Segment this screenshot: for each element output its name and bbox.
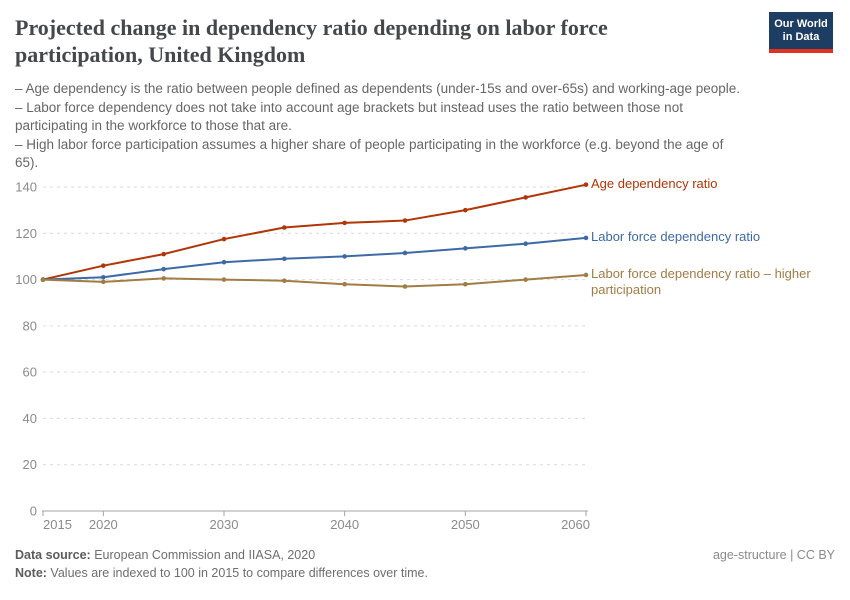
data-source-label: Data source:: [15, 548, 91, 562]
data-point[interactable]: [583, 272, 589, 278]
data-point[interactable]: [583, 235, 589, 241]
owid-logo-line1: Our World: [774, 18, 828, 30]
x-tick-label: 2050: [451, 517, 480, 532]
data-point[interactable]: [463, 246, 468, 251]
data-point[interactable]: [161, 251, 166, 257]
owid-logo-line2: in Data: [782, 31, 820, 43]
legend-label-series-1[interactable]: Labor force dependency ratio: [591, 228, 761, 244]
data-point[interactable]: [101, 279, 106, 285]
page-title: Projected change in dependency ratio dep…: [15, 15, 608, 67]
data-source-value: European Commission and IIASA, 2020: [90, 548, 316, 562]
y-tick-label: 120: [15, 226, 37, 241]
data-point[interactable]: [101, 274, 106, 280]
x-tick-label: 2060: [561, 517, 590, 532]
legend-label-series-0[interactable]: Age dependency ratio: [591, 175, 718, 191]
y-tick-label: 140: [15, 180, 37, 195]
attribution-link[interactable]: age-structure | CC BY: [712, 548, 835, 562]
y-tick-label: 100: [15, 272, 37, 287]
subtitle-line: – High labor force participation assumes…: [15, 136, 724, 152]
y-tick-label: 20: [23, 457, 37, 472]
data-point[interactable]: [101, 263, 106, 268]
owid-logo[interactable]: Our World in Data: [769, 12, 833, 53]
x-tick-label: 2020: [89, 517, 118, 532]
y-tick-label: 0: [30, 504, 37, 519]
chart-footer: Data source: European Commission and IIA…: [15, 546, 835, 582]
y-tick-label: 80: [23, 318, 37, 333]
data-point[interactable]: [583, 182, 589, 187]
data-point[interactable]: [523, 241, 528, 246]
data-point[interactable]: [221, 277, 227, 282]
data-point[interactable]: [523, 195, 528, 200]
chart-subtitle: – Age dependency is the ratio between pe…: [15, 80, 840, 173]
x-tick-label: 2040: [330, 517, 359, 532]
data-point[interactable]: [282, 278, 287, 284]
series-line-2: [42, 273, 587, 288]
data-point[interactable]: [402, 250, 408, 256]
subtitle-line: 65).: [15, 155, 39, 171]
data-point[interactable]: [402, 218, 408, 223]
subtitle-line: participating in the workforce to those …: [15, 118, 292, 134]
x-tick-label: 2015: [43, 517, 72, 532]
data-point[interactable]: [523, 277, 528, 282]
data-point[interactable]: [40, 277, 46, 282]
subtitle-line: – Age dependency is the ratio between pe…: [15, 81, 741, 96]
note-line: Note: Values are indexed to 100 in 2015 …: [15, 566, 428, 580]
legend-label-series-2[interactable]: Labor force dependency ratio – higher pa…: [591, 265, 811, 298]
data-source-line: Data source: European Commission and IIA…: [15, 546, 315, 564]
data-point[interactable]: [402, 284, 408, 289]
data-point[interactable]: [342, 281, 347, 287]
series-line-0: [42, 183, 587, 281]
data-point[interactable]: [221, 259, 227, 265]
data-point[interactable]: [282, 256, 287, 262]
note-value: Values are indexed to 100 in 2015 to com…: [46, 566, 428, 580]
data-point[interactable]: [221, 236, 227, 242]
data-point[interactable]: [463, 281, 468, 287]
data-point[interactable]: [282, 225, 287, 230]
data-point[interactable]: [161, 266, 166, 272]
data-point[interactable]: [463, 207, 468, 213]
x-tick-label: 2030: [210, 517, 239, 532]
data-point[interactable]: [342, 220, 347, 226]
data-point[interactable]: [161, 276, 166, 281]
subtitle-line: – Labor force dependency does not take i…: [15, 99, 683, 115]
y-tick-label: 60: [23, 365, 37, 380]
data-point[interactable]: [342, 254, 347, 259]
note-label: Note:: [15, 566, 47, 580]
y-tick-label: 40: [23, 411, 37, 426]
series-line-1: [42, 236, 587, 281]
